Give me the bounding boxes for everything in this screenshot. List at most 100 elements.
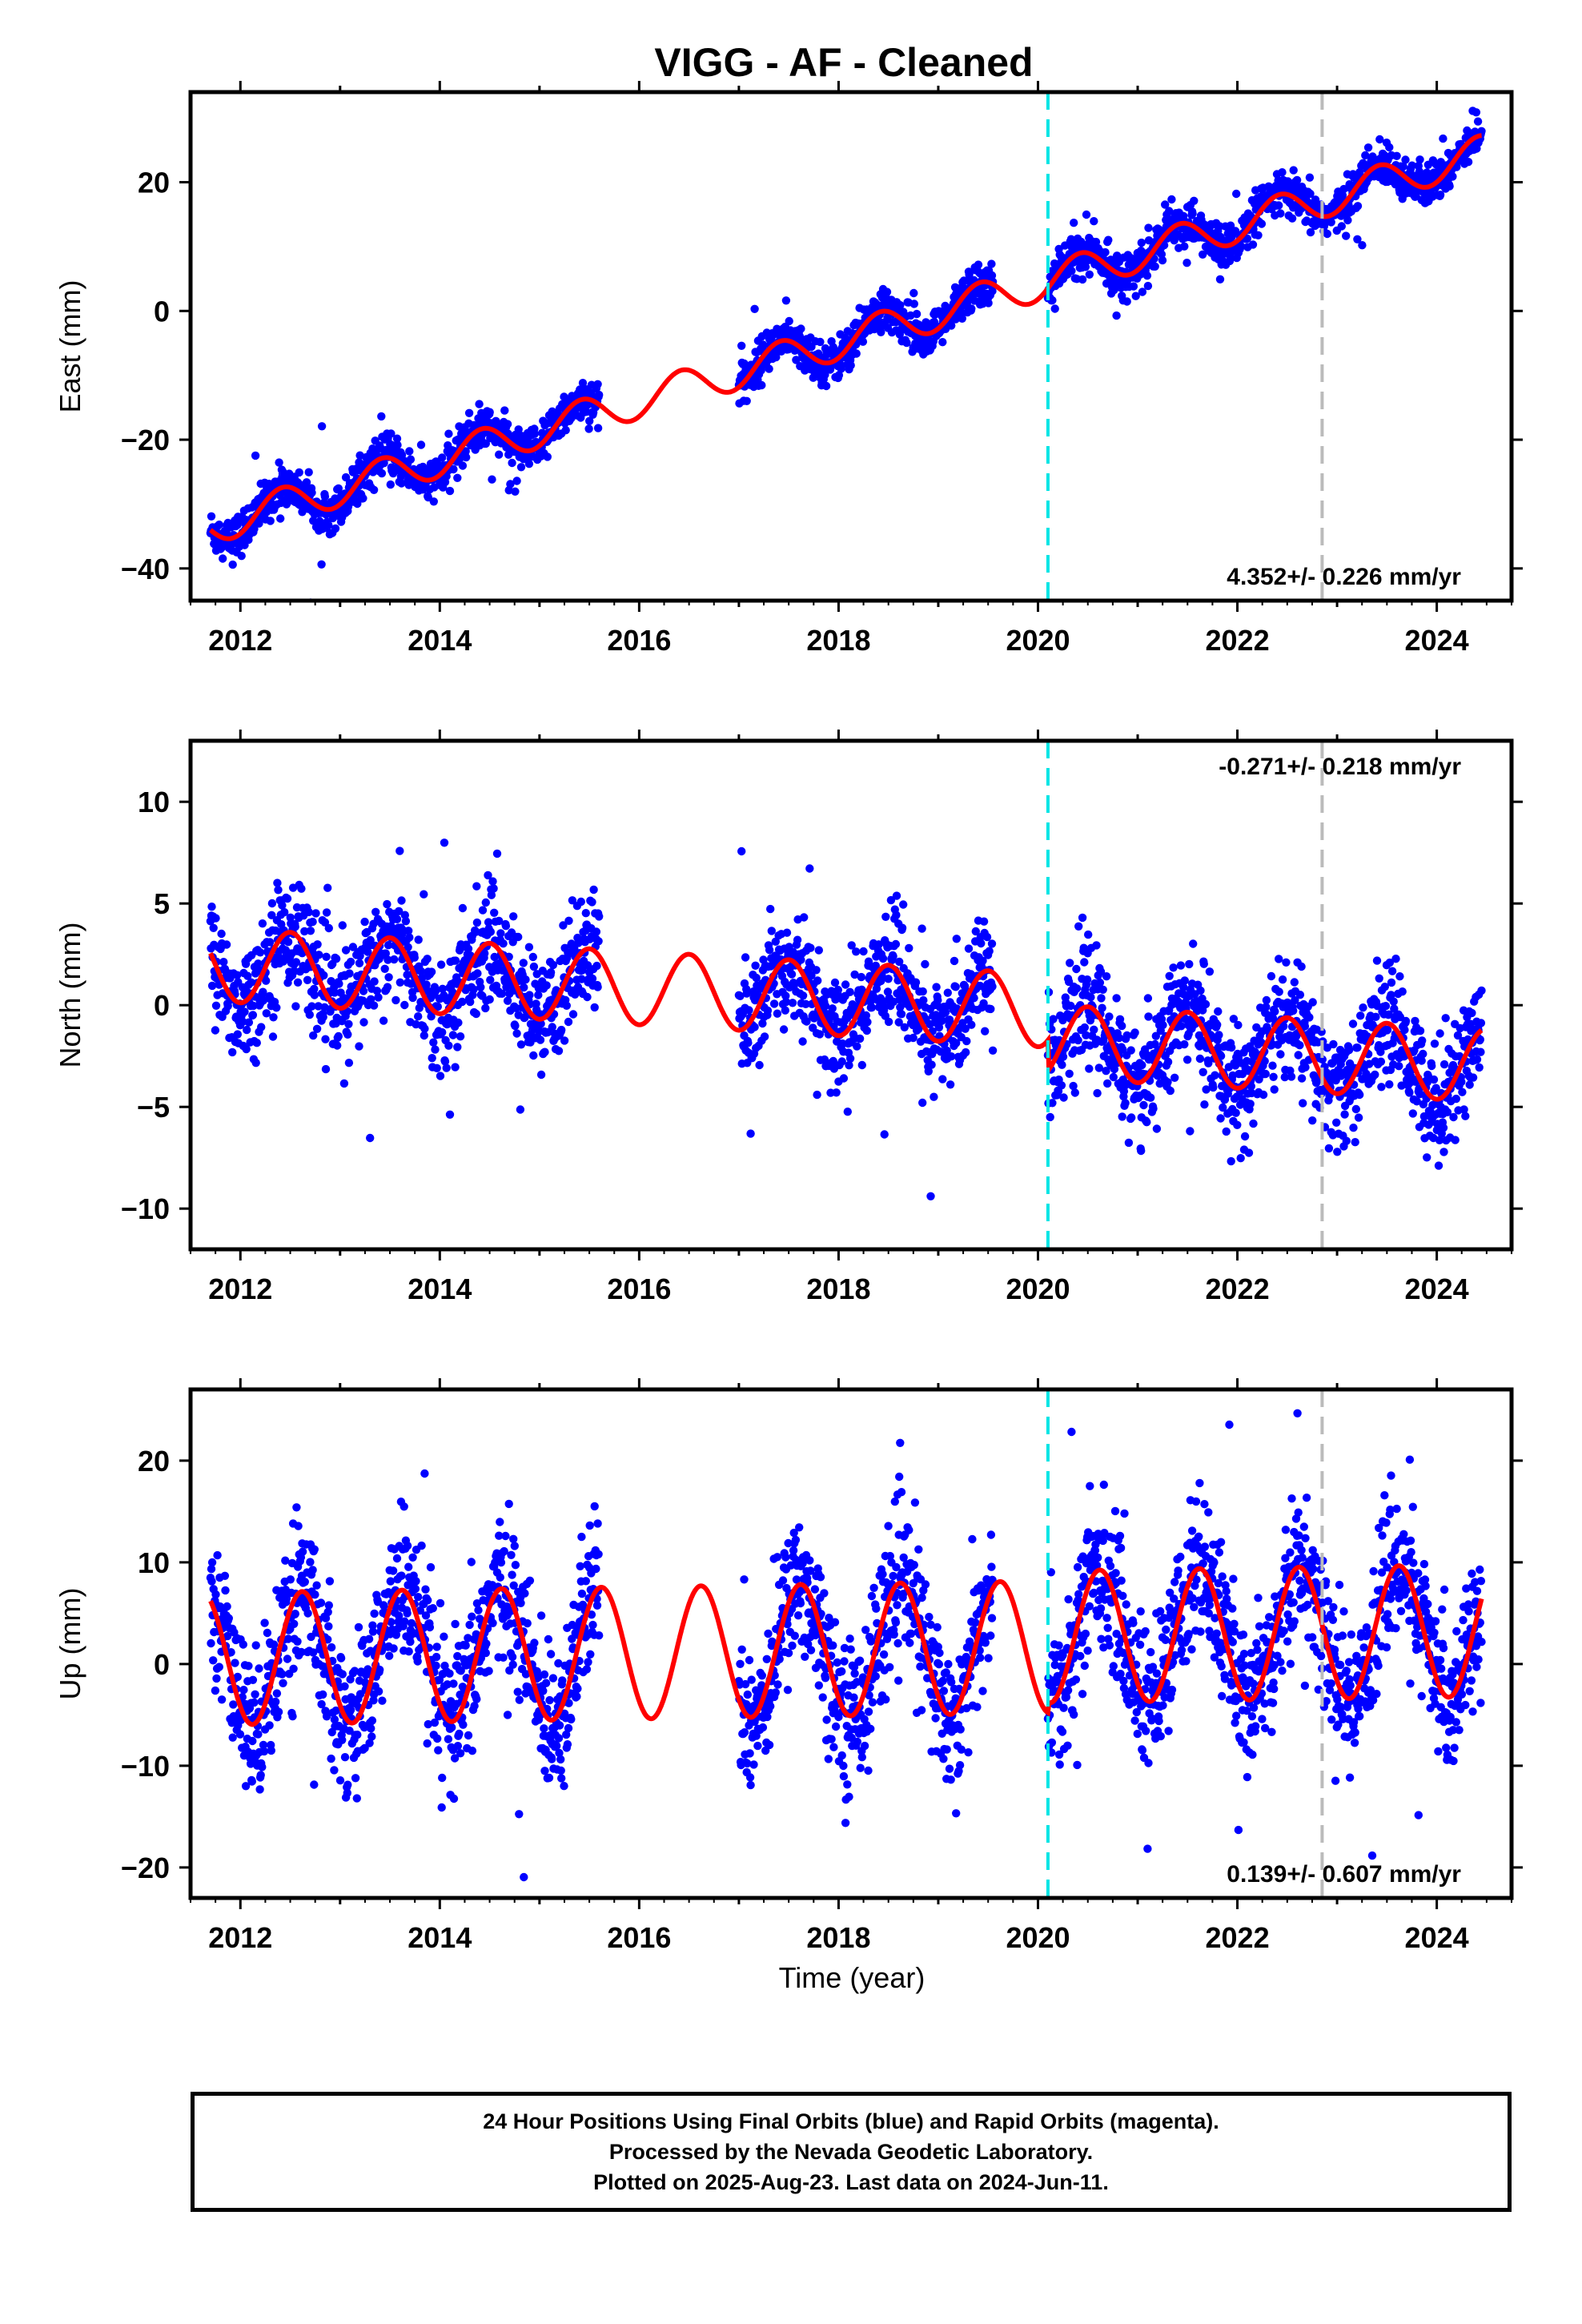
north-data-point	[536, 1035, 545, 1044]
north-data-point	[363, 947, 372, 956]
north-data-point	[1294, 1051, 1303, 1059]
north-data-point	[1121, 1099, 1130, 1108]
north-data-point	[1166, 1086, 1175, 1096]
north-data-point	[209, 923, 218, 933]
east-data-point	[1342, 231, 1351, 240]
east-data-point	[1188, 209, 1197, 218]
north-data-point	[454, 1018, 463, 1027]
east-data-point	[987, 259, 996, 268]
east-data-point	[821, 370, 829, 380]
north-data-point	[1390, 1004, 1399, 1013]
north-data-point	[1383, 1025, 1392, 1035]
east-data-point	[965, 270, 974, 279]
north-data-point	[1090, 1025, 1098, 1035]
north-data-point	[391, 995, 400, 1005]
north-data-point	[1391, 955, 1400, 963]
east-data-point	[1104, 235, 1113, 244]
north-data-point	[1375, 974, 1383, 983]
east-data-point	[317, 560, 326, 569]
north-data-point	[855, 1034, 865, 1043]
north-data-point	[578, 966, 587, 975]
north-data-point	[355, 959, 364, 968]
north-data-point	[874, 940, 883, 949]
north-data-point	[798, 1037, 807, 1046]
east-data-point	[1085, 270, 1094, 279]
north-data-point	[1182, 1055, 1192, 1064]
east-data-point	[295, 468, 303, 477]
north-data-point	[478, 906, 488, 915]
east-data-point	[1067, 267, 1076, 275]
north-data-point	[431, 987, 440, 996]
north-data-point	[1234, 1020, 1243, 1030]
north-data-point	[1080, 958, 1089, 967]
north-data-point	[863, 1018, 872, 1027]
north-data-point	[758, 1019, 767, 1028]
north-data-point	[355, 1042, 363, 1051]
east-data-point	[1306, 227, 1315, 237]
east-data-point	[1353, 235, 1362, 243]
north-data-point	[1395, 972, 1404, 981]
north-data-point	[951, 983, 960, 991]
north-data-point	[871, 961, 881, 971]
north-data-point	[892, 911, 901, 919]
north-data-point	[503, 996, 512, 1005]
east-data-point	[593, 424, 603, 432]
north-data-point	[833, 985, 843, 995]
north-data-point	[345, 969, 354, 978]
east-data-point	[449, 464, 458, 474]
north-data-point	[267, 899, 277, 908]
north-data-point	[867, 1003, 877, 1012]
north-data-point	[516, 1105, 525, 1114]
north-data-point	[1082, 1031, 1090, 1039]
north-data-point	[481, 898, 490, 907]
east-data-point	[797, 324, 805, 333]
north-data-point	[1295, 991, 1305, 999]
north-data-point	[322, 952, 331, 962]
north-data-point	[219, 958, 228, 967]
east-data-point	[987, 271, 997, 280]
north-data-point	[487, 891, 496, 899]
north-data-point	[897, 923, 907, 932]
east-data-point	[852, 349, 861, 358]
north-data-point	[1418, 1036, 1427, 1045]
east-data-point	[1226, 252, 1235, 261]
north-data-point	[379, 1016, 388, 1025]
north-data-point	[1441, 1014, 1450, 1023]
north-data-point	[370, 977, 379, 986]
east-data-point	[1363, 143, 1373, 152]
north-data-point	[962, 1047, 970, 1057]
north-data-point	[488, 877, 497, 886]
north-data-point	[1389, 997, 1398, 1006]
north-data-point	[480, 949, 489, 958]
north-data-point	[1429, 1075, 1439, 1084]
north-data-point	[1072, 984, 1082, 993]
north-data-point	[1435, 1136, 1444, 1145]
north-data-point	[1216, 1114, 1225, 1123]
east-data-point	[251, 451, 260, 460]
north-data-point	[431, 1045, 440, 1054]
north-data-point	[484, 870, 492, 880]
north-data-point	[1066, 959, 1074, 967]
east-data-point	[475, 400, 484, 408]
north-data-point	[536, 1070, 546, 1080]
east-data-point	[500, 406, 509, 415]
north-data-point	[344, 1059, 354, 1068]
north-data-point	[458, 903, 468, 913]
east-data-point	[1143, 281, 1153, 291]
north-data-point	[1380, 983, 1390, 991]
east-data-points	[206, 107, 1486, 601]
east-data-point	[266, 517, 275, 525]
north-data-point	[554, 1047, 564, 1055]
north-data-point	[319, 971, 328, 980]
north-data-point	[921, 959, 930, 969]
east-data-point	[1078, 275, 1087, 284]
north-data-point	[422, 980, 431, 989]
north-data-point	[1152, 1124, 1162, 1133]
north-data-point	[1215, 1031, 1223, 1039]
north-data-point	[1452, 1094, 1461, 1104]
east-data-point	[1445, 182, 1454, 191]
north-data-point	[384, 973, 393, 982]
north-data-point	[909, 1033, 917, 1043]
north-data-point	[1372, 956, 1382, 965]
north-data-point	[1070, 1088, 1080, 1097]
